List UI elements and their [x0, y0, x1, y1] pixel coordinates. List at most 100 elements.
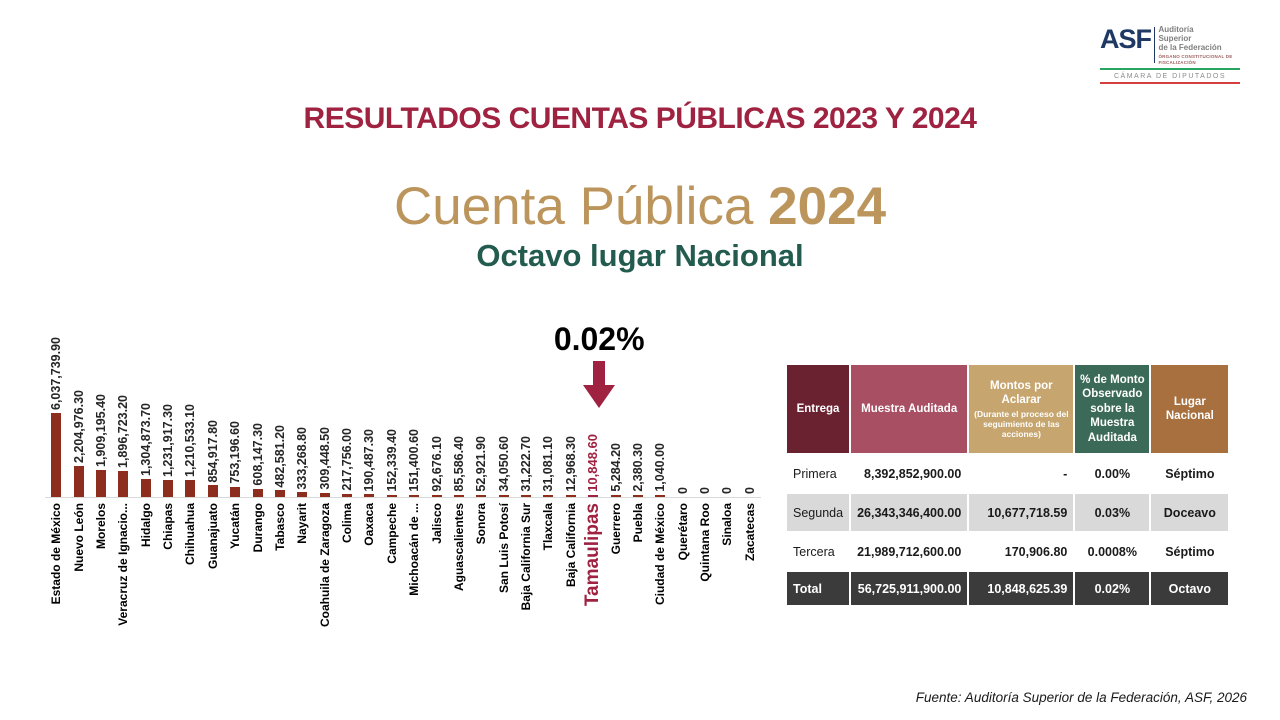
asf-logo-subtext: ÓRGANO CONSTITUCIONAL DE FISCALIZACIÓN — [1158, 54, 1233, 65]
chart-bar — [185, 480, 196, 497]
table-cell: 0.00% — [1094, 466, 1131, 481]
table-cell: 170,906.80 — [1004, 544, 1068, 559]
chart-bar — [476, 495, 487, 497]
table-column-header: Muestra Auditada — [851, 365, 968, 453]
chart-bar — [498, 495, 509, 497]
table-cell: 0.03% — [1075, 494, 1150, 531]
bar-value-label: 1,304,873.70 — [138, 402, 153, 476]
bar-category-label: Michoacán de ... — [407, 503, 422, 596]
chart-bar — [364, 494, 375, 497]
table-cell: Total — [787, 572, 850, 605]
table-cell: 56,725,911,900.00 — [851, 572, 968, 605]
chart-bar — [118, 470, 129, 497]
bar-category-label: Baja California — [563, 503, 578, 588]
chart-bar — [386, 494, 397, 497]
bar-category-label: Tabasco — [272, 503, 287, 551]
bar-category-label: Durango — [250, 503, 265, 553]
bar-category-label: Querétaro — [675, 503, 690, 561]
bar-value-label: 152,339.40 — [384, 429, 399, 492]
chart-bar — [588, 495, 599, 497]
table-cell: Segunda — [787, 494, 850, 531]
bar-value-label: 31,222.70 — [519, 436, 534, 492]
table-column-header: % de Monto Observado sobre la Muestra Au… — [1075, 365, 1150, 453]
chart-bar — [95, 470, 106, 497]
bar-value-label: 6,037,739.90 — [49, 337, 64, 410]
bar-value-label: 0 — [675, 487, 690, 494]
table-cell: Tercera — [793, 544, 835, 559]
bar-value-label: 31,081.10 — [541, 436, 556, 492]
asf-logo-line1: Auditoría — [1158, 25, 1194, 34]
bar-value-label: 10,848.60 — [585, 434, 601, 492]
bar-value-label: 0 — [698, 487, 713, 494]
bar-category-label: Hidalgo — [138, 503, 153, 547]
bar-value-label: 5,284.20 — [608, 443, 623, 492]
table-cell: 10,848,625.39 — [969, 572, 1074, 605]
cuenta-publica-year: 2024 — [768, 177, 887, 236]
source-note: Fuente: Auditoría Superior de la Federac… — [915, 690, 1247, 705]
chart-bar — [543, 495, 554, 497]
bar-category-label: Tlaxcala — [541, 503, 556, 551]
bar-category-label: Chiapas — [161, 503, 176, 550]
bar-value-label: 333,268.80 — [295, 426, 310, 490]
bar-category-label: Veracruz de Ignacio... — [116, 503, 131, 626]
table-cell: Doceavo — [1151, 494, 1229, 531]
bar-category-label: Sonora — [474, 503, 489, 545]
table-column-header: Entrega — [787, 365, 850, 453]
chart-bar — [431, 495, 442, 497]
chart-bar — [230, 486, 241, 497]
table-row: Primera 8,392,852,900.00 - 0.00% Séptimo — [787, 455, 1228, 492]
bar-value-label: 85,586.40 — [451, 436, 466, 492]
bar-value-label: 309,448.50 — [317, 427, 332, 490]
bar-value-label: 151,400.60 — [407, 429, 422, 492]
chart-bar — [632, 495, 643, 497]
logo-green-line — [1100, 68, 1240, 71]
bar-value-label: 92,676.10 — [429, 436, 444, 492]
bar-category-label: Oaxaca — [362, 503, 377, 546]
down-arrow-icon — [583, 361, 616, 409]
bar-category-label: Guanajuato — [205, 503, 220, 570]
bar-category-label: Coahuila de Zaragoza — [317, 503, 332, 628]
table-row: Segunda 26,343,346,400.00 10,677,718.59 0.0… — [787, 494, 1229, 531]
bar-category-label: Baja California Sur — [519, 503, 534, 611]
bar-value-label: 753,196.60 — [228, 420, 243, 484]
bar-category-label: Campeche — [384, 503, 399, 564]
bar-category-label: Sinaloa — [720, 503, 735, 546]
bar-category-label: Colima — [340, 503, 355, 544]
asf-logo-line2: Superior — [1158, 33, 1192, 43]
bar-category-label: Aguascalientes — [451, 503, 466, 592]
chart-bar — [342, 493, 353, 497]
bar-value-label: 1,210,533.10 — [183, 404, 198, 478]
table-cell: 21,989,712,600.00 — [857, 544, 962, 559]
table-cell: - — [1063, 466, 1068, 481]
camara-diputados-label: CÁMARA DE DIPUTADOS — [1114, 73, 1226, 81]
annotation-percent-label: 0.02% — [553, 321, 645, 357]
bar-category-label: Quintana Roo — [698, 503, 713, 582]
chart-bar — [409, 494, 420, 497]
table-column-header: Lugar Nacional — [1151, 365, 1229, 453]
table-cell: Primera — [793, 466, 837, 481]
bar-category-label: Estado de México — [49, 503, 64, 605]
bar-category-label: Chihuahua — [183, 503, 198, 565]
chart-bar — [207, 485, 218, 497]
table-cell: 8,392,852,900.00 — [864, 466, 962, 481]
bar-value-label: 12,968.30 — [563, 436, 578, 492]
table-cell: Séptimo — [1165, 466, 1215, 481]
bar-value-label: 2,204,976.30 — [71, 390, 86, 464]
chart-bar — [610, 495, 621, 497]
chart-bar — [565, 495, 576, 497]
bar-category-label: Guerrero — [608, 503, 623, 555]
bar-category-label: Tamaulipas — [582, 503, 604, 607]
table-cell: 0.0008% — [1087, 544, 1138, 559]
table-cell: 26,343,346,400.00 — [851, 494, 968, 531]
table-cell: Octavo — [1151, 572, 1229, 605]
bar-category-label: Ciudad de México — [653, 503, 668, 606]
bar-category-label: Nayarit — [295, 503, 310, 544]
asf-logo-acronym: ASF — [1100, 24, 1152, 54]
bar-value-label: 482,581.20 — [272, 424, 287, 488]
bar-value-label: 0 — [742, 487, 757, 494]
tamaulipas-annotation: 0.02% — [529, 321, 669, 413]
chart-bar — [319, 492, 330, 497]
bar-category-label: Nuevo León — [71, 503, 86, 572]
bar-value-label: 0 — [720, 487, 735, 494]
chart-bar — [297, 492, 308, 497]
